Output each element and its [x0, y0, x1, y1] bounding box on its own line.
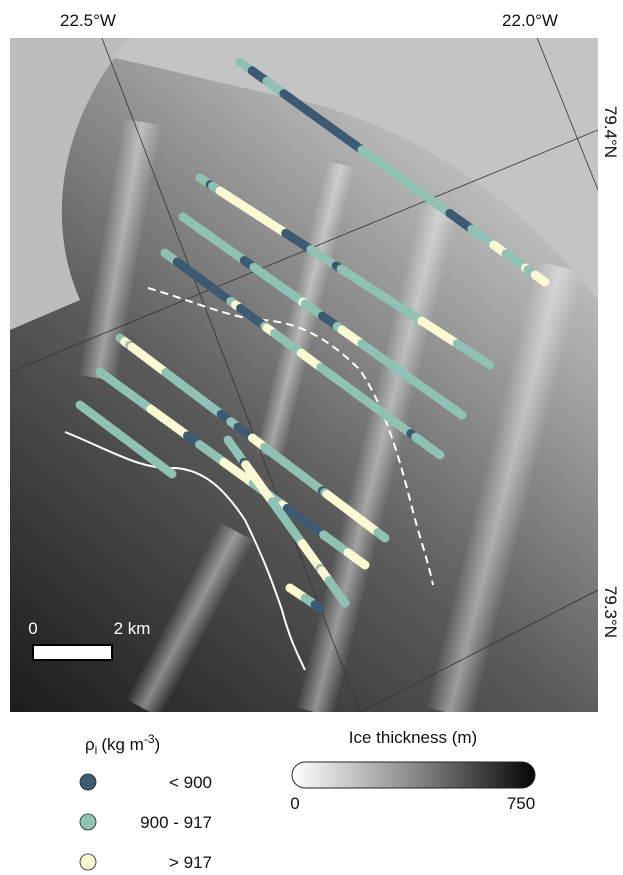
legend-marker [79, 813, 97, 831]
latitude-label: 79.3°N [601, 586, 620, 638]
colorbar-label: 750 [507, 794, 535, 813]
tracks [75, 57, 550, 613]
map: 0 2 km [10, 38, 598, 712]
track-point [340, 598, 350, 608]
scale-label: 2 km [114, 619, 151, 638]
longitude-label: 22.5°W [60, 11, 116, 30]
track-point [167, 469, 177, 479]
track-point [380, 533, 390, 543]
legend-marker [79, 853, 97, 871]
margin-line [147, 287, 434, 586]
track-point [457, 410, 467, 420]
colorbar-label: 0 [290, 794, 299, 813]
land-surface [10, 38, 598, 300]
legend-label: < 900 [169, 773, 212, 792]
colorbar-title: Ice thickness (m) [349, 728, 477, 747]
longitude-label: 22.0°W [502, 11, 558, 30]
symbol: ρ [85, 735, 95, 754]
legend-label: 900 - 917 [140, 813, 212, 832]
track-point [315, 603, 325, 613]
margin-line [64, 431, 306, 671]
exponent: -3 [144, 732, 155, 746]
legend-title: ρi (kg m-3) [85, 732, 160, 757]
colorbar [291, 761, 536, 789]
unit: (kg m [101, 735, 144, 754]
graticule [10, 38, 598, 712]
close: ) [155, 735, 161, 754]
subscript: i [95, 743, 98, 757]
latitude-label: 79.4°N [601, 106, 620, 158]
track-point [360, 560, 370, 570]
legend-label: > 917 [169, 853, 212, 872]
track-point [540, 277, 550, 287]
legend-marker [79, 773, 97, 791]
land-surface [10, 38, 130, 330]
track-point [485, 360, 495, 370]
track-point [435, 450, 445, 460]
scale-bar [32, 644, 113, 661]
scale-label: 0 [28, 619, 37, 638]
